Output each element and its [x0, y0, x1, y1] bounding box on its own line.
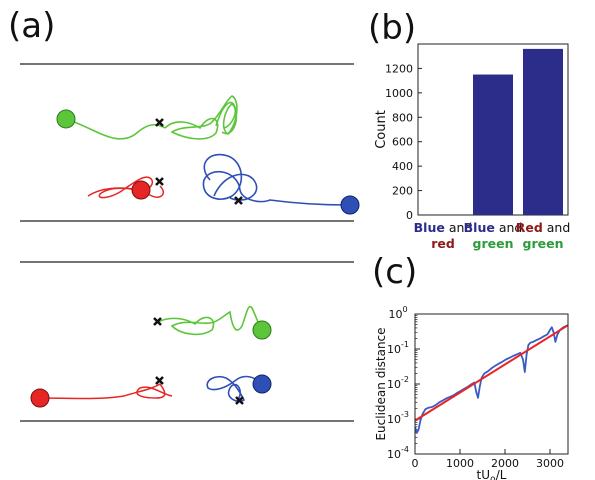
bar — [473, 74, 513, 216]
category-label-line2: red — [431, 236, 455, 251]
cross-marker — [153, 317, 244, 405]
green-particle-1 — [56, 109, 76, 129]
green-particle-2 — [252, 320, 272, 340]
x-tick-label: 3000 — [536, 457, 564, 470]
fit-line — [415, 324, 568, 422]
green-trajectory-1 — [65, 95, 238, 140]
y-axis-label: Euclidean distance — [374, 327, 388, 440]
y-tick-label: 10-2 — [387, 375, 409, 391]
red-particle-2 — [30, 388, 50, 408]
category-label-line2: green — [523, 236, 564, 251]
category-label: Red and — [516, 220, 571, 235]
y-tick-label: 400 — [392, 160, 413, 173]
red-trajectory-1 — [87, 176, 164, 199]
panel-label-c: (c) — [372, 252, 418, 292]
blue-particle-1 — [340, 195, 360, 215]
y-tick-label: 10-1 — [387, 340, 409, 356]
blue-trajectory-1 — [202, 153, 349, 206]
x-tick-label: 2000 — [491, 457, 519, 470]
x-tick-label: 1000 — [446, 457, 474, 470]
green-trajectory-2 — [157, 305, 263, 336]
y-axis-label: Count — [374, 110, 389, 149]
y-tick-label: 600 — [392, 136, 413, 149]
plot-frame — [417, 43, 569, 216]
blue-particle-2 — [252, 374, 272, 394]
x-tick-label: 0 — [412, 457, 419, 470]
panel-label-b: (b) — [368, 8, 417, 48]
bar — [523, 48, 563, 216]
x-axis-label: tU0/L — [477, 468, 507, 480]
y-tick-label: 10-3 — [387, 410, 409, 426]
y-tick-label: 800 — [392, 111, 413, 124]
y-tick-label: 200 — [392, 185, 413, 198]
red-particle-1 — [131, 180, 151, 200]
y-tick-label: 1000 — [385, 87, 413, 100]
y-tick-label: 100 — [388, 305, 407, 321]
category-label: Blue and — [464, 220, 523, 235]
y-tick-label: 0 — [406, 209, 413, 222]
y-tick-label: 1200 — [385, 62, 413, 75]
y-tick-label: 10-4 — [387, 445, 409, 461]
plot-frame — [414, 313, 569, 455]
data-line — [415, 324, 568, 434]
panel-label-a: (a) — [8, 6, 56, 46]
red-trajectory-2 — [39, 383, 173, 400]
cross-marker — [155, 118, 243, 205]
blue-trajectory-2 — [206, 375, 263, 403]
category-label: Blue and — [414, 220, 473, 235]
category-label-line2: green — [473, 236, 514, 251]
